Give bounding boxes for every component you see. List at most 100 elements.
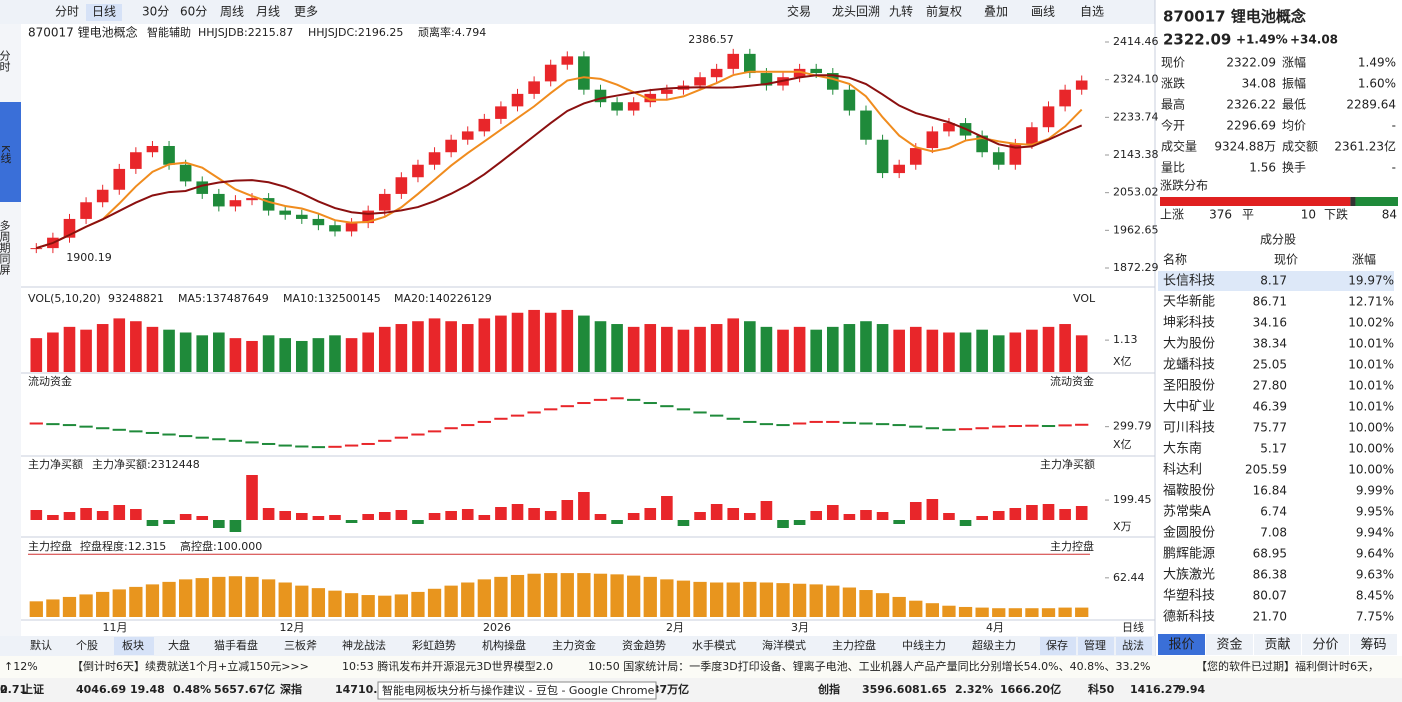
tab[interactable]: 神龙战法 <box>342 638 386 652</box>
ticker-item[interactable]: 【您的软件已过期】福利倒计时6天， <box>1196 659 1379 673</box>
tab[interactable]: 三板斧 <box>284 638 317 652</box>
stock-name[interactable]: 华塑科技 <box>1163 589 1215 604</box>
quote-value: 2361.23亿 <box>1334 139 1396 154</box>
stock-name[interactable]: 鹏辉能源 <box>1163 547 1215 562</box>
stock-name[interactable]: 德新科技 <box>1163 609 1215 625</box>
stock-pct: 9.99% <box>1356 484 1394 498</box>
volume-bar <box>279 338 292 372</box>
quote-label: 现价 <box>1161 56 1185 70</box>
ticker-item[interactable]: ↑12% <box>4 660 38 673</box>
toolbar-button[interactable]: 龙头回溯 <box>832 4 880 19</box>
tab[interactable]: 管理 <box>1084 638 1106 652</box>
tab[interactable]: 板块 <box>122 638 144 652</box>
stock-name[interactable]: 可川科技 <box>1163 421 1215 436</box>
candle <box>694 77 706 86</box>
volume-bar <box>229 338 242 372</box>
tab[interactable]: 资金趋势 <box>622 638 666 652</box>
stock-name[interactable]: 大族激光 <box>1163 567 1215 583</box>
dist-label: 平 <box>1242 208 1254 222</box>
toolbar-button[interactable]: 九转 <box>889 4 913 19</box>
tab[interactable]: 大盘 <box>168 638 190 652</box>
ticker-item[interactable]: 10:53 腾讯发布并开源混元3D世界模型2.0 <box>342 659 553 673</box>
toolbar-button[interactable]: 叠加 <box>984 5 1008 19</box>
stock-price: 34.16 <box>1253 316 1287 330</box>
sidebar-item[interactable]: 分时 <box>0 50 11 72</box>
volume-ma: MA5:137487649 <box>178 292 269 305</box>
y-tick-label: 299.79 <box>1113 420 1152 433</box>
stock-name[interactable]: 圣阳股份 <box>1163 379 1215 394</box>
control-bar <box>278 582 292 617</box>
stock-name[interactable]: 大东南 <box>1163 441 1202 457</box>
stock-name[interactable]: 苏常柴A <box>1163 504 1211 520</box>
tab[interactable]: 主力控盘 <box>832 638 876 652</box>
stock-name[interactable]: 长信科技 <box>1163 274 1215 289</box>
stock-name[interactable]: 大为股份 <box>1163 337 1215 352</box>
volume-bar <box>744 321 756 372</box>
volume-bar <box>661 326 673 372</box>
toolbar-button[interactable]: 分时 <box>55 5 79 19</box>
toolbar-button[interactable]: 60分 <box>180 5 207 19</box>
tab[interactable]: 机构操盘 <box>482 638 526 652</box>
stock-name[interactable]: 龙蟠科技 <box>1163 358 1215 373</box>
stock-pct: 10.00% <box>1348 463 1394 477</box>
ticker-item[interactable]: 10:50 国家统计局：一季度3D打印设备、锂离子电池、工业机器人产品产量同比分… <box>588 659 1151 673</box>
volume-bar <box>561 309 574 372</box>
tab[interactable]: 个股 <box>76 639 98 652</box>
toolbar-button[interactable]: 日线 <box>92 5 116 19</box>
control-bar <box>344 593 359 617</box>
tab[interactable]: 彩虹趋势 <box>412 639 456 652</box>
stock-name[interactable]: 科达利 <box>1163 463 1202 478</box>
quote-label: 最低 <box>1282 98 1306 112</box>
toolbar-button[interactable]: 交易 <box>787 4 811 19</box>
volume-bar <box>826 326 839 372</box>
index-item: 19.48 <box>130 683 165 696</box>
control-bar <box>394 594 408 617</box>
toolbar-button[interactable]: 30分 <box>142 5 169 19</box>
toolbar-button[interactable]: 月线 <box>256 5 280 19</box>
tab[interactable]: 主力资金 <box>552 638 596 652</box>
right-tab[interactable]: 分价 <box>1312 638 1338 653</box>
section-title: 成分股 <box>1260 233 1296 247</box>
stock-name[interactable]: 福鞍股份 <box>1163 483 1215 499</box>
quote-label: 成交量 <box>1161 139 1197 154</box>
tab[interactable]: 猫手看盘 <box>214 638 258 652</box>
quote-value: 9324.88万 <box>1214 140 1276 154</box>
control-bar <box>577 573 591 617</box>
right-tab[interactable]: 报价 <box>1168 638 1194 653</box>
stock-name[interactable]: 坤彩科技 <box>1163 316 1215 331</box>
sidebar-item[interactable]: 多周期同屏 <box>0 219 11 276</box>
index-item: 2.32% <box>955 683 993 696</box>
net-bar <box>777 520 789 528</box>
toolbar-button[interactable]: 画线 <box>1031 5 1055 19</box>
net-bar <box>1026 505 1038 520</box>
toolbar-button[interactable]: 前复权 <box>926 4 962 19</box>
right-tab[interactable]: 贡献 <box>1264 638 1290 653</box>
tab[interactable]: 海洋模式 <box>762 638 806 652</box>
right-tab[interactable]: 资金 <box>1216 637 1242 653</box>
indicator: 顽离率:4.794 <box>418 25 486 39</box>
net-bar <box>760 501 773 520</box>
tab[interactable]: 水手模式 <box>692 638 736 652</box>
stock-name[interactable]: 大中矿业 <box>1163 400 1215 415</box>
volume-bar <box>611 324 623 372</box>
tab[interactable]: 中线主力 <box>902 638 946 652</box>
stock-name[interactable]: 金圆股份 <box>1163 525 1215 541</box>
volume-bar <box>428 318 441 372</box>
tab[interactable]: 超级主力 <box>972 638 1016 652</box>
tab[interactable]: 保存 <box>1046 638 1068 652</box>
right-tab[interactable]: 筹码 <box>1360 637 1386 653</box>
sidebar-item[interactable]: K线 <box>0 145 12 163</box>
tab[interactable]: 默认 <box>30 639 52 652</box>
volume-bar <box>677 329 690 372</box>
assist-toggle[interactable]: 智能辅助 <box>147 25 191 39</box>
stock-pct: 9.63% <box>1356 568 1394 582</box>
toolbar-button[interactable]: 自选 <box>1080 5 1104 19</box>
toolbar-button[interactable]: 更多 <box>294 5 318 19</box>
tab[interactable]: 战法 <box>1122 638 1144 652</box>
control-bar <box>792 583 807 617</box>
stock-price: 38.34 <box>1253 337 1287 351</box>
toolbar-button[interactable]: 周线 <box>220 5 244 19</box>
net-bar <box>279 511 292 520</box>
ticker-item[interactable]: 【倒计时6天】续费就送1个月+立减150元>>> <box>72 659 309 673</box>
stock-name[interactable]: 天华新能 <box>1163 294 1215 310</box>
